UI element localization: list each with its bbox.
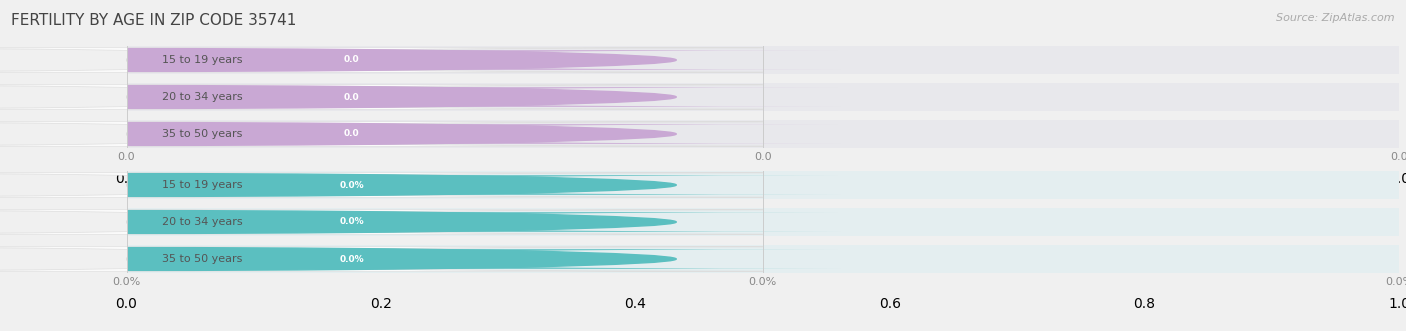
Text: 0.0: 0.0 [118,152,135,162]
Text: 0.0%: 0.0% [339,180,364,190]
FancyBboxPatch shape [0,122,762,146]
Text: 0.0: 0.0 [344,129,360,138]
FancyBboxPatch shape [0,249,841,269]
Text: 0.0: 0.0 [344,56,360,65]
Text: 15 to 19 years: 15 to 19 years [162,180,243,190]
Circle shape [0,173,676,196]
Text: 0.0%: 0.0% [339,217,364,226]
Circle shape [0,248,676,270]
Text: 0.0: 0.0 [1391,152,1406,162]
FancyBboxPatch shape [0,50,841,70]
Circle shape [0,211,676,233]
Text: 0.0%: 0.0% [1385,277,1406,287]
Text: 20 to 34 years: 20 to 34 years [162,217,243,227]
FancyBboxPatch shape [0,48,762,72]
Text: 0.0%: 0.0% [339,255,364,263]
Text: 20 to 34 years: 20 to 34 years [162,92,243,102]
Text: 0.0%: 0.0% [112,277,141,287]
FancyBboxPatch shape [0,210,762,234]
Text: 35 to 50 years: 35 to 50 years [162,129,243,139]
FancyBboxPatch shape [0,175,841,195]
FancyBboxPatch shape [0,87,841,107]
Circle shape [0,122,676,145]
FancyBboxPatch shape [0,124,841,144]
Circle shape [0,86,676,108]
Text: 15 to 19 years: 15 to 19 years [162,55,243,65]
Text: 0.0: 0.0 [754,152,772,162]
FancyBboxPatch shape [0,247,762,271]
Text: 0.0%: 0.0% [748,277,778,287]
Text: 35 to 50 years: 35 to 50 years [162,254,243,264]
FancyBboxPatch shape [0,85,762,109]
Text: Source: ZipAtlas.com: Source: ZipAtlas.com [1277,13,1395,23]
FancyBboxPatch shape [0,212,841,232]
Text: FERTILITY BY AGE IN ZIP CODE 35741: FERTILITY BY AGE IN ZIP CODE 35741 [11,13,297,28]
FancyBboxPatch shape [0,173,762,197]
Text: 0.0: 0.0 [344,92,360,102]
Circle shape [0,49,676,71]
